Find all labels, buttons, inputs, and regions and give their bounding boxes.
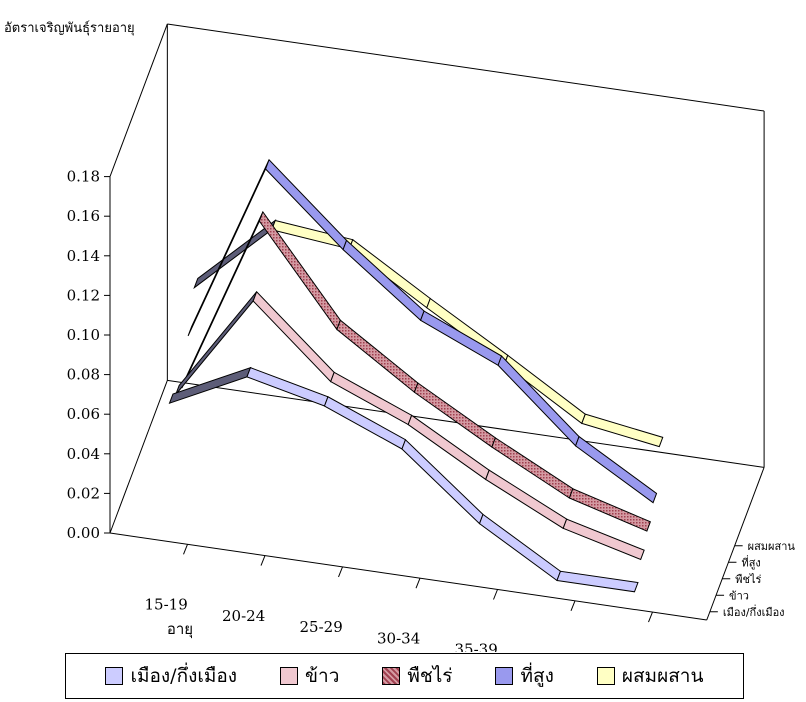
legend-label: เมือง/กึ่งเมือง	[130, 665, 238, 687]
legend-item: พืชไร่	[382, 661, 453, 691]
series-ribbon	[187, 158, 658, 504]
series-ribbon	[175, 290, 645, 561]
series-segment	[562, 518, 645, 561]
y-tick-label: 0.04	[67, 445, 100, 463]
series-segment	[419, 310, 503, 366]
y-tick-label: 0.06	[67, 405, 100, 423]
series-segment	[348, 238, 431, 309]
z-tick-label: พืชไร่	[735, 573, 761, 586]
x-tick-label: 20-24	[222, 607, 265, 625]
x-tick	[493, 589, 498, 600]
series-segment	[478, 513, 562, 582]
series-ribbon	[168, 366, 639, 593]
legend-label: ข้าว	[305, 665, 340, 687]
floor-left-edge	[109, 380, 168, 534]
legend-swatch	[105, 667, 124, 685]
z-tick-label: ผสมผสาน	[748, 540, 796, 553]
x-axis-title: อายุ	[167, 620, 193, 639]
x-tick	[183, 544, 188, 555]
legend-label: ผสมผสาน	[621, 665, 704, 687]
legend-swatch	[382, 667, 401, 685]
legend-swatch	[280, 667, 299, 685]
series-ribbon	[181, 210, 651, 532]
floor-right-edge	[706, 467, 765, 621]
y-tick-label: 0.12	[67, 286, 100, 304]
x-tick	[260, 555, 266, 566]
chart-3d-line: 0.00 0.02 0.04 0.06 0.08 0.10 0.12 0.14 0.16 0.18…	[4, 20, 796, 652]
left-wall-top-edge	[109, 23, 168, 177]
x-tick-label: 25-29	[300, 618, 343, 636]
series-segment	[556, 570, 639, 593]
z-tick-label: ข้าว	[729, 589, 749, 602]
series-segment	[246, 367, 329, 407]
y-tick-label: 0.16	[67, 207, 100, 225]
legend-label: พืชไร่	[407, 665, 453, 687]
series-segment	[568, 488, 651, 532]
x-tick-label: 15-19	[145, 595, 188, 613]
back-top-edge	[167, 23, 765, 112]
z-tick-label: เมือง/กึ่งเมือง	[723, 604, 785, 619]
series-segment	[342, 239, 425, 322]
x-tick	[338, 566, 343, 578]
x-tick-label: 30-34	[377, 629, 420, 647]
legend-item: ที่สูง	[495, 661, 554, 691]
legend-swatch	[495, 667, 514, 685]
legend: เมือง/กึ่งเมือง ข้าว พืชไร่ ที่สูง ผสมผสาน	[65, 653, 744, 699]
y-tick-label: 0.02	[67, 484, 100, 502]
x-tick	[415, 578, 421, 589]
y-tick-label: 0.08	[67, 366, 100, 384]
series-segment	[574, 435, 658, 504]
y-tick-label: 0.00	[67, 524, 100, 542]
legend-label: ที่สูง	[520, 665, 554, 687]
series-segment	[401, 438, 484, 525]
series-segment	[581, 413, 664, 448]
y-tick-label: 0.14	[67, 247, 100, 265]
series-segment	[187, 159, 270, 337]
x-tick	[648, 611, 653, 623]
legend-item: ผสมผสาน	[596, 661, 704, 691]
floor-front-edge	[109, 532, 707, 621]
series-ribbon	[193, 219, 664, 448]
x-tick-label: 35-39	[455, 641, 498, 652]
x-tick	[570, 600, 576, 611]
legend-item: เมือง/กึ่งเมือง	[105, 661, 237, 691]
y-tick-label: 0.18	[67, 168, 100, 186]
chart-title: อัตราเจริญพันธุ์รายอายุ	[4, 20, 135, 36]
z-tick-label: ที่สูง	[741, 554, 760, 569]
legend-swatch	[596, 667, 615, 685]
series-segment	[193, 219, 277, 290]
legend-item: ข้าว	[280, 661, 339, 691]
y-tick-label: 0.10	[67, 326, 100, 344]
